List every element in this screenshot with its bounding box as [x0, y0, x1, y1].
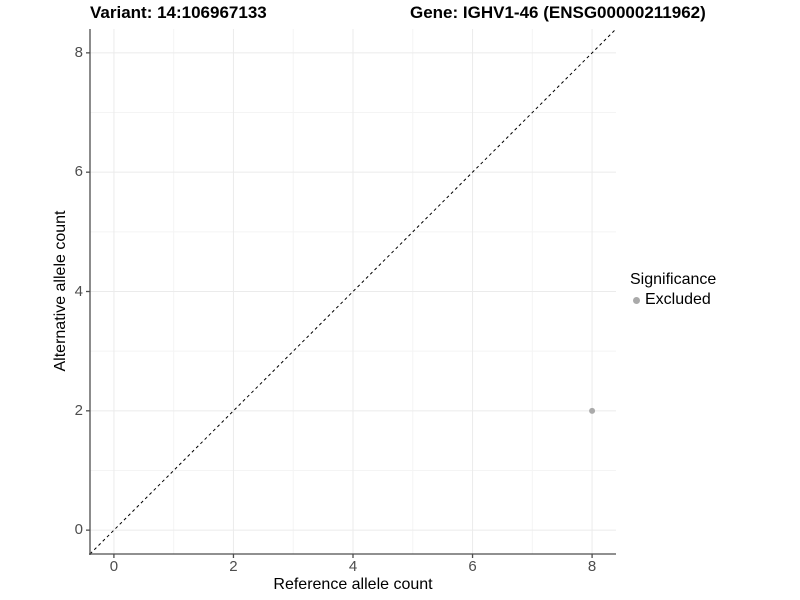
legend-entry-label: Excluded	[645, 291, 711, 308]
x-tick-label-4: 4	[348, 558, 358, 575]
plot-title-gene: Gene: IGHV1-46 (ENSG00000211962)	[410, 3, 706, 22]
data-point-excluded	[589, 407, 596, 414]
y-tick-label-4: 4	[74, 282, 83, 300]
y-tick-label-8: 8	[74, 43, 83, 61]
x-tick-label-6: 6	[468, 558, 477, 575]
x-tick-label-8: 8	[587, 558, 597, 575]
legend-title: Significance	[630, 271, 717, 288]
y-tick-label-6: 6	[74, 163, 83, 181]
y-axis-title: Alternative allele count	[52, 210, 69, 372]
identity-dashed-line	[89, 28, 617, 555]
x-axis-title: Reference allele count	[273, 576, 433, 593]
legend-key-dot-icon	[633, 296, 640, 304]
x-tick-label-2: 2	[229, 558, 238, 575]
legend: Significance Excluded	[630, 271, 716, 309]
plot-title-variant: Variant: 14:106967133	[90, 3, 267, 22]
legend-entry-excluded: Excluded	[630, 291, 716, 309]
x-tick-label-0: 0	[109, 558, 119, 575]
y-tick-label-2: 2	[74, 401, 83, 419]
y-tick-label-0: 0	[74, 521, 83, 539]
